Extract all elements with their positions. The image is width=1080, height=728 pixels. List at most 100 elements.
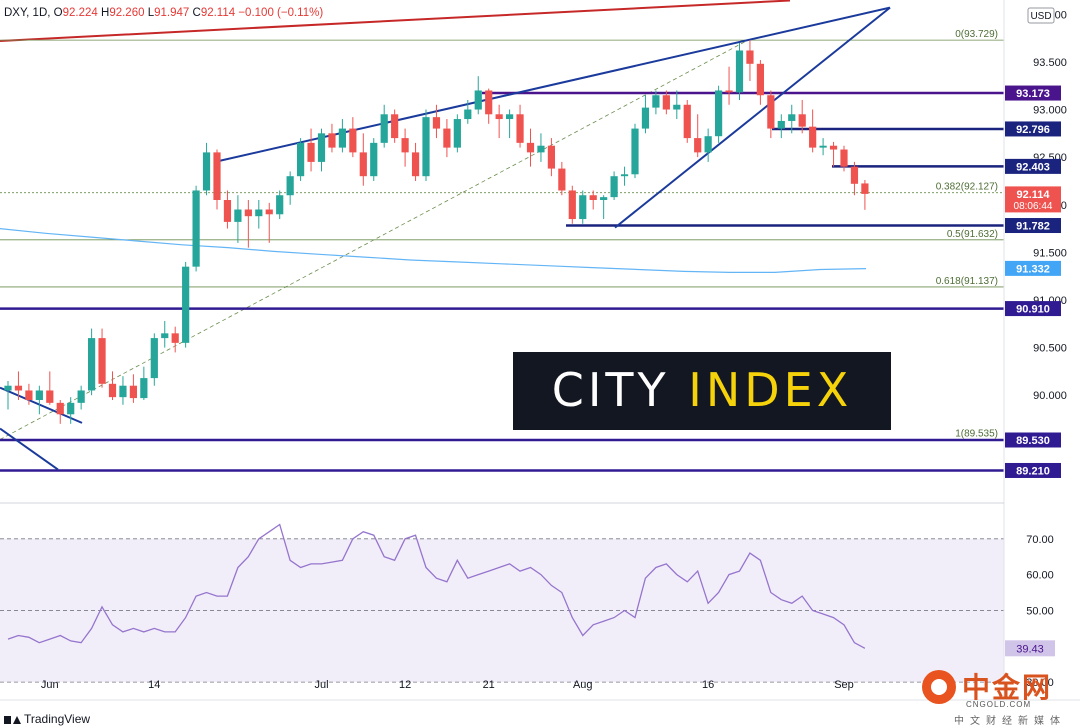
- candle[interactable]: [88, 328, 96, 396]
- candle[interactable]: [223, 190, 232, 229]
- candle[interactable]: [610, 171, 618, 200]
- level-price-tag[interactable]: 89.210: [1005, 462, 1061, 478]
- tradingview-logo[interactable]: TradingView: [4, 712, 90, 726]
- candle[interactable]: [56, 400, 64, 424]
- candle[interactable]: [453, 114, 461, 153]
- candle[interactable]: [265, 202, 273, 243]
- candle[interactable]: [662, 90, 670, 115]
- candle[interactable]: [422, 109, 430, 181]
- candle[interactable]: [506, 109, 514, 139]
- candle[interactable]: [715, 85, 723, 143]
- candle[interactable]: [297, 138, 305, 181]
- candle[interactable]: [328, 123, 336, 153]
- candle[interactable]: [537, 133, 545, 162]
- candle[interactable]: [129, 374, 137, 403]
- candle[interactable]: [840, 145, 848, 172]
- candle[interactable]: [683, 100, 691, 143]
- candle[interactable]: [464, 100, 472, 124]
- candle[interactable]: [25, 383, 33, 405]
- candle[interactable]: [286, 171, 294, 205]
- ma-price-tag[interactable]: 91.332: [1005, 260, 1061, 276]
- candle[interactable]: [516, 104, 524, 148]
- candle[interactable]: [694, 114, 702, 158]
- level-price-tag[interactable]: 89.530: [1005, 432, 1061, 448]
- level-price-tag[interactable]: 93.173: [1005, 85, 1061, 101]
- candle[interactable]: [67, 397, 75, 424]
- level-price-tag[interactable]: 90.910: [1005, 301, 1061, 317]
- candle[interactable]: [192, 185, 200, 272]
- level-price-tag[interactable]: 92.403: [1005, 158, 1061, 174]
- candle[interactable]: [558, 161, 566, 196]
- level-price-tag[interactable]: 92.796: [1005, 121, 1061, 137]
- candle[interactable]: [443, 119, 451, 158]
- candle[interactable]: [767, 90, 775, 139]
- candle[interactable]: [46, 371, 54, 405]
- candle[interactable]: [35, 385, 43, 415]
- candle[interactable]: [380, 104, 388, 148]
- candle[interactable]: [579, 190, 587, 224]
- candle[interactable]: [276, 190, 284, 220]
- candle[interactable]: [829, 141, 838, 167]
- candle[interactable]: [14, 371, 23, 400]
- candle[interactable]: [391, 109, 399, 143]
- candle[interactable]: [631, 123, 639, 179]
- candle[interactable]: [589, 190, 597, 210]
- candle[interactable]: [119, 376, 127, 405]
- candle[interactable]: [140, 366, 148, 400]
- candle[interactable]: [4, 380, 12, 410]
- candle[interactable]: [182, 261, 190, 348]
- candle[interactable]: [108, 371, 117, 400]
- candle[interactable]: [161, 320, 169, 348]
- candle[interactable]: [98, 328, 106, 388]
- candle[interactable]: [77, 385, 85, 410]
- candle[interactable]: [673, 90, 681, 120]
- candle[interactable]: [600, 195, 608, 220]
- candle[interactable]: [777, 114, 785, 139]
- candle[interactable]: [735, 42, 744, 100]
- candle[interactable]: [756, 60, 764, 105]
- candle[interactable]: [349, 117, 357, 158]
- candle[interactable]: [746, 40, 754, 81]
- candle[interactable]: [850, 161, 859, 196]
- candle[interactable]: [244, 200, 252, 248]
- candle[interactable]: [474, 76, 482, 115]
- candle[interactable]: [338, 119, 346, 153]
- rsi-value-tag[interactable]: 39.43: [1005, 640, 1055, 657]
- candle[interactable]: [809, 109, 817, 153]
- candle[interactable]: [861, 180, 869, 210]
- candle[interactable]: [317, 128, 326, 172]
- candle[interactable]: [819, 138, 827, 156]
- candle[interactable]: [171, 326, 179, 353]
- rsi-pane[interactable]: [0, 523, 1004, 683]
- candle[interactable]: [725, 66, 733, 105]
- currency-box[interactable]: USD: [1027, 7, 1055, 24]
- candle[interactable]: [234, 195, 242, 243]
- candle[interactable]: [485, 88, 493, 124]
- candle[interactable]: [370, 138, 378, 181]
- level-price-tag[interactable]: 91.782: [1005, 218, 1061, 234]
- candle-body: [746, 50, 754, 64]
- candle[interactable]: [568, 185, 576, 224]
- candle[interactable]: [150, 333, 158, 386]
- candle[interactable]: [798, 100, 806, 134]
- candle[interactable]: [526, 128, 535, 167]
- candle[interactable]: [255, 200, 263, 229]
- candle[interactable]: [411, 142, 420, 181]
- candle[interactable]: [307, 128, 315, 172]
- candle[interactable]: [213, 149, 221, 210]
- symbol-label[interactable]: DXY, 1D,: [4, 7, 51, 19]
- candle[interactable]: [704, 128, 712, 162]
- candle[interactable]: [641, 95, 650, 134]
- candle[interactable]: [788, 104, 796, 134]
- candle[interactable]: [652, 90, 660, 115]
- candle[interactable]: [495, 104, 503, 139]
- candle[interactable]: [401, 128, 409, 167]
- candle[interactable]: [620, 166, 629, 186]
- candle[interactable]: [359, 133, 367, 186]
- candle[interactable]: [432, 104, 441, 139]
- price-axis[interactable]: 94.00093.50093.00092.50092.00091.50091.0…: [0, 0, 1080, 701]
- candle[interactable]: [547, 138, 555, 177]
- candle[interactable]: [202, 142, 211, 196]
